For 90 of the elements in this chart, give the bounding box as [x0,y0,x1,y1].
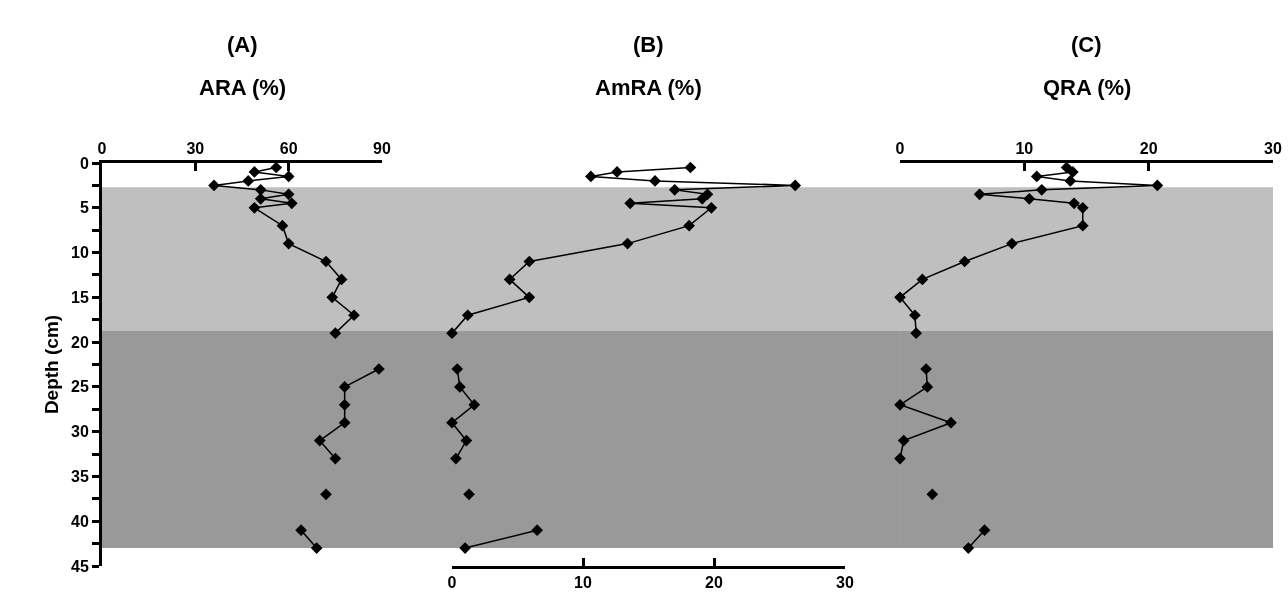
point [446,327,458,340]
point [320,255,332,268]
point [338,398,351,411]
point [958,255,971,268]
point [503,273,516,286]
x2-tick-label: 0 [97,139,107,157]
x-axis-title: AmRA (%) [595,75,702,100]
chart-title: (B) [633,32,664,57]
point [1035,184,1048,196]
y-tick-label: 35 [71,468,89,486]
point [1076,219,1089,232]
x2-tick-label: 60 [279,139,298,157]
x2-tick-label: 0 [895,139,905,157]
point [684,161,697,174]
point [338,416,351,429]
point [910,327,923,340]
point [461,309,474,322]
point [668,184,681,196]
point [248,166,261,178]
y-tick-label: 45 [71,557,89,575]
point [329,452,342,465]
point [242,175,255,187]
point [909,309,921,322]
point [621,237,634,250]
point [1030,170,1043,183]
point [683,219,695,232]
x2-axis-title: QRA (%) [1043,75,1132,100]
y-tick-label: 0 [79,154,89,172]
point [1068,197,1080,210]
point [326,291,339,304]
point [921,381,934,393]
x2-tick-label: 10 [1015,139,1034,157]
point [973,188,986,201]
point [894,398,906,411]
x-tick-label: 30 [836,574,854,592]
x2-tick-label: 90 [373,139,391,157]
point [523,255,536,268]
point [320,488,332,501]
point [1006,237,1018,250]
y-tick-label: 40 [71,512,89,530]
x2-axis-title: ARA (%) [199,75,287,100]
point [523,291,536,304]
x-tick-label: 20 [705,574,723,592]
x-tick-label: 0 [447,574,457,592]
point [254,184,267,196]
point [1076,201,1089,214]
y-tick-label: 5 [79,199,89,217]
point [468,398,481,411]
point [897,434,910,447]
point [282,170,295,183]
point [313,434,326,447]
point [454,381,466,393]
point [894,291,906,304]
chart-title: (C) [1071,32,1102,57]
y-axis-title: Depth (cm) [40,314,62,415]
y-tick-label: 20 [71,333,89,351]
point [1151,179,1164,192]
point [585,170,597,183]
point [705,201,718,214]
point [463,488,475,501]
point [282,237,295,250]
point [894,452,906,465]
point [916,273,929,286]
point [248,201,261,214]
point [208,179,220,192]
point [926,488,939,501]
point [451,363,464,375]
y-tick-label: 30 [71,423,89,441]
point [446,416,458,429]
point [945,416,957,429]
point [1064,175,1077,187]
point [338,381,351,393]
y-tick-label: 15 [71,288,89,306]
y-tick-label: 10 [71,244,89,262]
point [1023,192,1036,205]
point [450,452,462,465]
point [348,309,360,322]
x2-tick-label: 20 [1139,139,1158,157]
point [789,179,802,192]
chart-title: (A) [227,32,258,57]
x-tick-label: 10 [574,574,592,592]
y-tick-label: 25 [71,378,89,396]
x2-tick-label: 30 [186,139,205,157]
point [276,219,289,232]
point [329,327,342,340]
point [282,188,295,201]
x2-tick-label: 30 [1264,139,1282,157]
point [335,273,348,286]
point [460,434,473,447]
point [624,197,637,210]
